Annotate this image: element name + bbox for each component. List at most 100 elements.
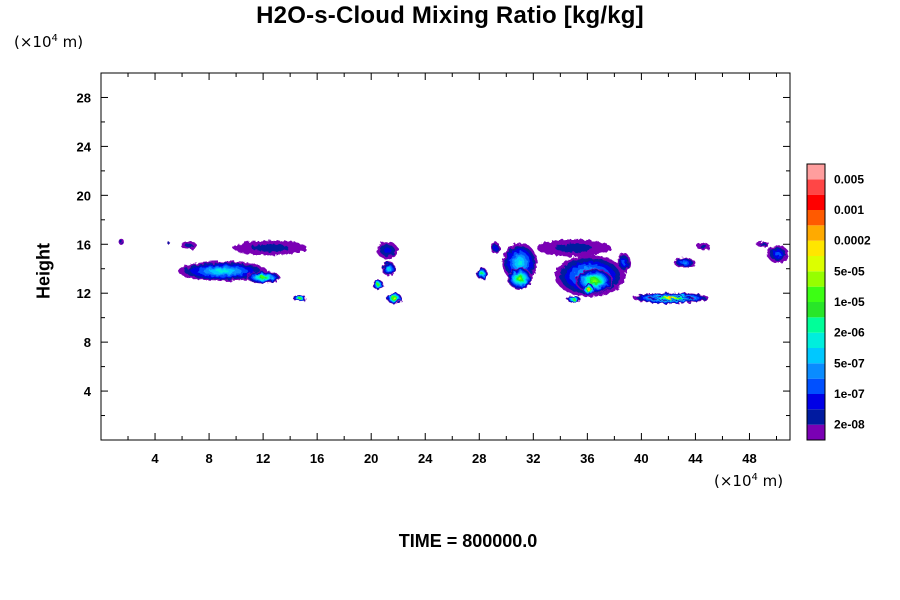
y-tick-label: 8 [84, 335, 91, 350]
cloud-region [232, 240, 308, 256]
cloud-region [372, 279, 384, 290]
cloud-region [490, 241, 501, 255]
colorbar-swatch [807, 210, 825, 226]
cloud-region [536, 239, 611, 257]
cloud-region [246, 271, 281, 284]
colorbar-swatch [807, 240, 825, 256]
cloud-contour [167, 242, 170, 245]
y-tick-label: 4 [84, 384, 92, 399]
chart-title: H2O-s-Cloud Mixing Ratio [kg/kg] [256, 2, 644, 29]
x-tick-label: 12 [256, 451, 270, 466]
colorbar: 2e-08 1e-07 5e-07 2e-06 1e-05 5e-05 0.0002 0.00… [806, 163, 871, 441]
cloud-region [673, 257, 696, 268]
y-tick-label: 16 [77, 237, 91, 252]
cloud-region [567, 296, 581, 303]
colorbar-label: 1e-07 [834, 387, 865, 401]
cloud-contour [119, 240, 123, 244]
cloud-contour [376, 283, 379, 286]
x-tick-label: 48 [742, 451, 756, 466]
colorbar-label: 0.0002 [834, 234, 871, 248]
colorbar-swatch [807, 363, 825, 379]
y-tick-label: 28 [77, 90, 91, 105]
colorbar-swatch [807, 286, 825, 302]
colorbar-label: 1e-05 [834, 295, 865, 309]
cloud-region [476, 267, 488, 280]
cloud-region [292, 295, 307, 302]
cloud-contour [184, 243, 193, 248]
colorbar-swatch [807, 394, 825, 410]
x-tick-label: 32 [526, 451, 540, 466]
cloud-region [617, 252, 631, 273]
cloud-region [178, 261, 268, 281]
cloud-region [118, 238, 124, 245]
cloud-contour [216, 269, 229, 273]
cloud-contour [518, 277, 521, 280]
colorbar-swatch [807, 179, 825, 195]
y-tick-label: 12 [77, 286, 91, 301]
colorbar-swatch [807, 194, 825, 210]
cloud-region [382, 261, 396, 277]
colorbar-swatch [807, 271, 825, 287]
cloud-region [575, 268, 614, 294]
cloud-contour [555, 243, 593, 253]
colorbar-label: 0.005 [834, 172, 864, 186]
colorbar-label: 2e-08 [834, 418, 865, 432]
x-tick-label: 24 [418, 451, 433, 466]
y-unit-label: (×104 m) [14, 33, 84, 51]
cloud-region [507, 267, 532, 290]
cloud-contour [775, 251, 781, 257]
cloud-contour [387, 267, 390, 270]
cloud-region [386, 292, 402, 304]
cloud-contour [393, 297, 396, 300]
cloud-contour [383, 247, 392, 254]
colorbar-swatch [807, 225, 825, 241]
cloud-contour [517, 259, 523, 266]
cloud-contour [682, 261, 687, 264]
colorbar-label: 2e-06 [834, 326, 865, 340]
cloud-contour [592, 279, 596, 283]
time-label: TIME = 800000.0 [398, 531, 538, 551]
cloud-region [167, 241, 170, 245]
cloud-region [583, 283, 595, 296]
cloud-region [767, 245, 789, 263]
colorbar-swatch [807, 302, 825, 318]
colorbar-swatch [807, 256, 825, 272]
cloud-contour [700, 244, 707, 249]
x-tick-label: 28 [472, 451, 486, 466]
x-tick-label: 16 [310, 451, 324, 466]
y-tick-label: 24 [77, 139, 92, 154]
x-tick-label: 36 [580, 451, 594, 466]
cloud-region [696, 243, 711, 251]
colorbar-label: 5e-07 [834, 356, 865, 370]
x-unit-label: (×104 m) [714, 472, 784, 490]
colorbar-swatch [807, 409, 825, 425]
cloud-contour [572, 298, 575, 301]
x-tick-label: 4 [151, 451, 159, 466]
cloud-contour [622, 260, 626, 266]
y-tick-label: 20 [77, 188, 91, 203]
cloud-field [118, 238, 789, 304]
cloud-region [376, 241, 399, 259]
cloud-contour [261, 276, 265, 279]
colorbar-swatch [807, 317, 825, 333]
cloud-region [648, 295, 695, 301]
x-tick-label: 20 [364, 451, 378, 466]
colorbar-swatch [807, 378, 825, 394]
cloud-region [180, 241, 197, 250]
cloud-contour [251, 244, 289, 252]
colorbar-swatch [807, 332, 825, 348]
colorbar-swatch [807, 424, 825, 440]
colorbar-swatch [807, 164, 825, 180]
colorbar-frame [806, 163, 826, 441]
cloud-contour [480, 272, 483, 275]
cloud-contour [493, 245, 498, 250]
cloud-contour [759, 243, 767, 246]
x-tick-label: 8 [205, 451, 212, 466]
cloud-contour [587, 288, 590, 291]
cloud-region [756, 241, 770, 247]
x-tick-label: 40 [634, 451, 648, 466]
colorbar-label: 5e-05 [834, 264, 865, 278]
cloud-contour [669, 297, 673, 300]
